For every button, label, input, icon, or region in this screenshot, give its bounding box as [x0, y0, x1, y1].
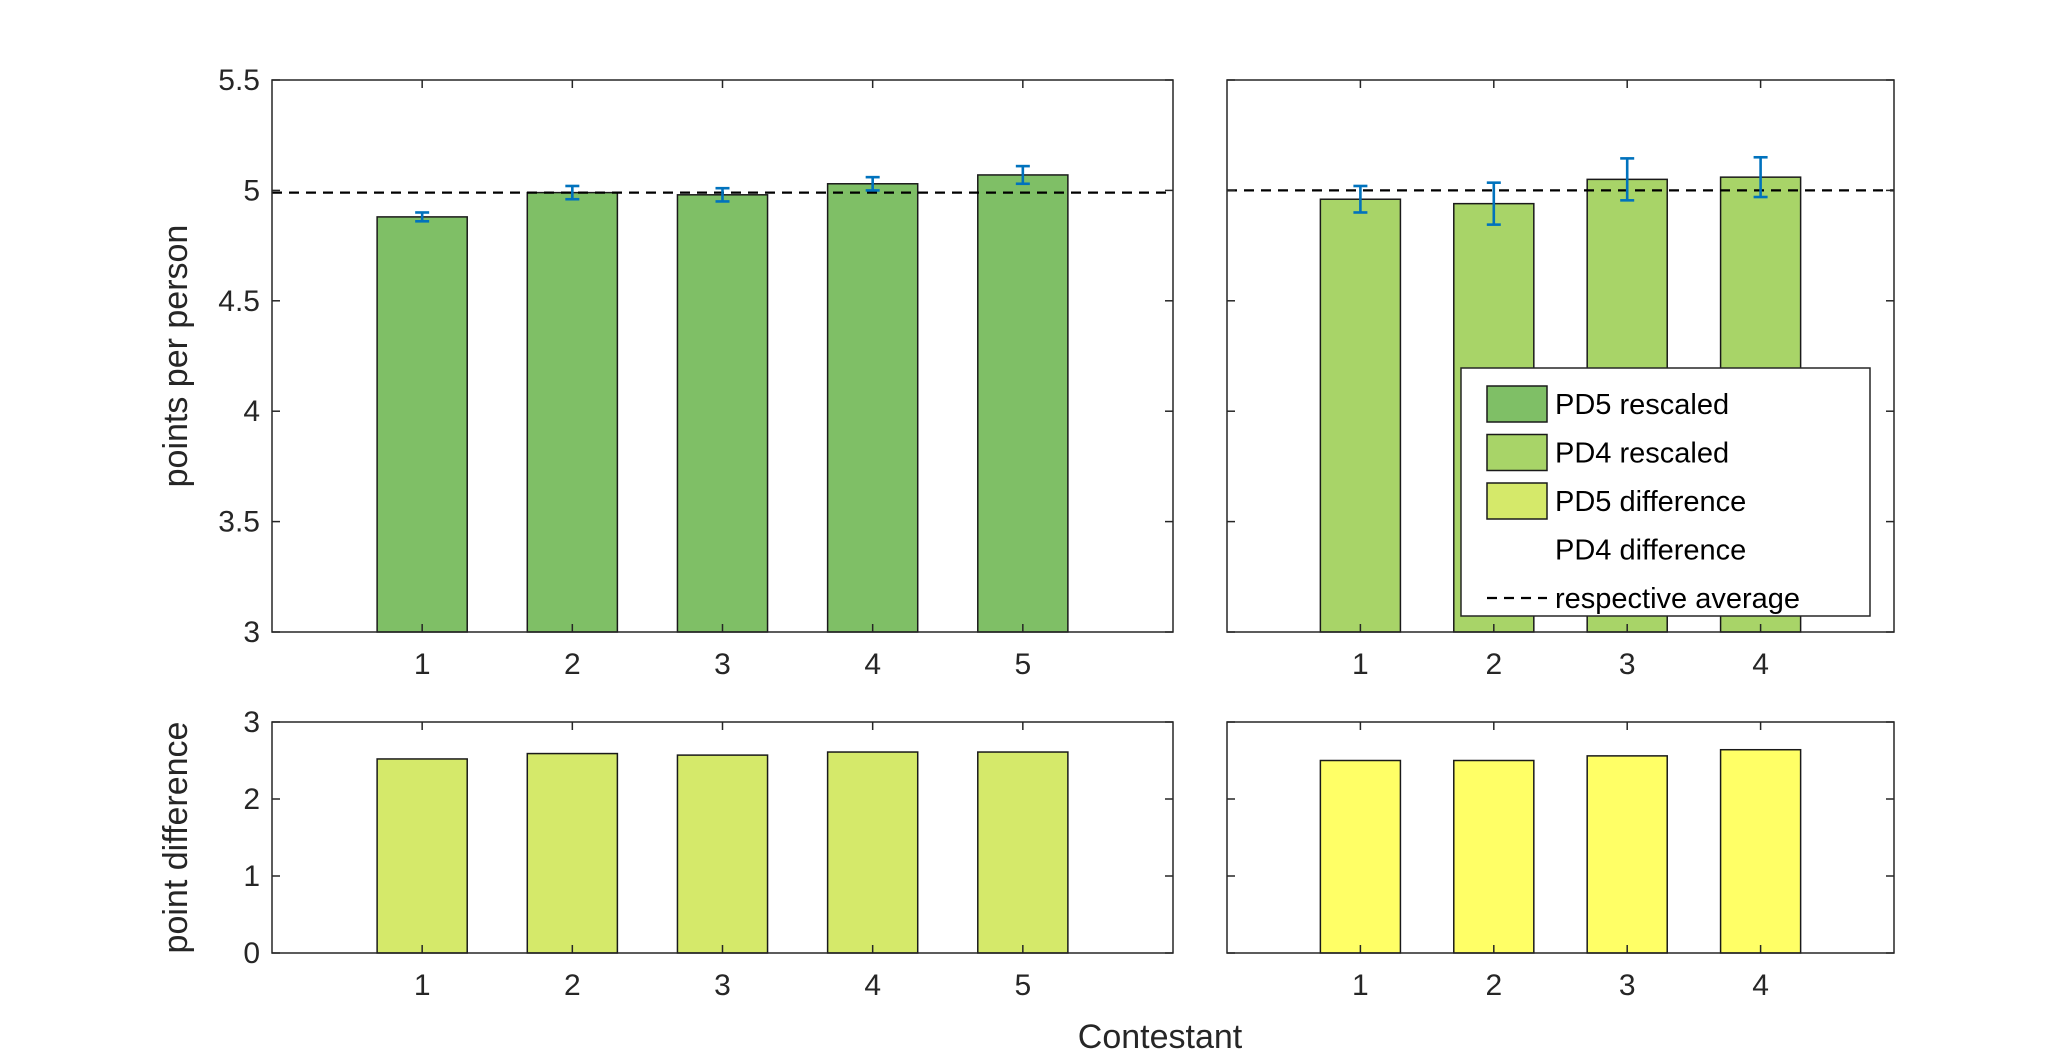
panel-bottom-left: 0 1 2 3 1 2 3 4 5 point difference [157, 706, 1174, 1002]
x-axis-title: Contestant [1078, 1018, 1243, 1056]
xtick-label-top-right-3: 3 [1619, 648, 1636, 681]
ytick-label-bottom-left-3: 3 [243, 706, 260, 739]
error-bar-top-left-3 [715, 186, 730, 203]
panel-bottom-right: 1 2 3 4 [1226, 721, 1895, 1002]
y-axis-title-top-left: points per person [157, 225, 195, 488]
legend-label-4: respective average [1555, 583, 1800, 615]
xtick-label-top-left-3: 3 [714, 648, 731, 681]
error-bar-top-left-1 [415, 211, 430, 223]
bar-top-left-3 [676, 194, 769, 633]
bar-bottom-left-1 [376, 758, 468, 954]
bar-top-left-2 [526, 191, 619, 633]
bar-bottom-left-2 [526, 752, 619, 954]
xtick-label-top-left-4: 4 [864, 648, 881, 681]
xtick-label-top-right-4: 4 [1752, 648, 1769, 681]
error-bar-top-right-3 [1620, 157, 1635, 202]
xtick-label-bottom-left-5: 5 [1014, 969, 1031, 1002]
xtick-label-bottom-left-4: 4 [864, 969, 881, 1002]
error-bar-top-right-2 [1486, 181, 1501, 226]
xtick-label-bottom-right-4: 4 [1752, 969, 1769, 1002]
bar-top-left-1 [376, 216, 468, 633]
error-bar-top-right-1 [1353, 184, 1368, 214]
legend-entry-1: PD4 rescaled [1486, 433, 1729, 472]
xtick-label-top-right-1: 1 [1352, 648, 1369, 681]
bar-bottom-right-1 [1319, 759, 1402, 954]
legend-label-3: PD4 difference [1555, 535, 1746, 567]
xtick-label-bottom-left-2: 2 [564, 969, 581, 1002]
legend-swatch-pd5_rescaled [1486, 385, 1548, 423]
legend-label-0: PD5 rescaled [1555, 389, 1729, 421]
error-bar-top-left-5 [1015, 164, 1030, 186]
bar-bottom-left-3 [676, 754, 769, 954]
ytick-label-top-left-0: 3 [243, 616, 260, 649]
xtick-label-bottom-right-2: 2 [1485, 969, 1502, 1002]
error-bar-top-left-4 [865, 175, 880, 192]
legend-swatch-pd4_rescaled [1486, 433, 1548, 472]
ytick-label-top-left-2: 4 [243, 395, 260, 428]
xtick-label-bottom-left-3: 3 [714, 969, 731, 1002]
bar-top-left-4 [826, 183, 919, 633]
bar-bottom-left-4 [826, 751, 919, 954]
panel-top-left: 3 3.5 4 4.5 5 5.5 1 2 3 4 5 points per person [157, 64, 1174, 681]
axes-frame-bottom-right [1226, 721, 1895, 954]
xtick-label-top-right-2: 2 [1485, 648, 1502, 681]
xtick-label-bottom-right-1: 1 [1352, 969, 1369, 1002]
legend-entry-3: PD4 difference [1555, 535, 1746, 567]
ytick-label-top-left-1: 3.5 [218, 506, 260, 539]
xtick-label-top-left-2: 2 [564, 648, 581, 681]
error-bar-top-right-4 [1753, 155, 1768, 199]
chart-panels: 3 3.5 4 4.5 5 5.5 1 2 3 4 5 points per person 1 2 3 4 0 1… [157, 64, 1895, 1002]
legend-entry-2: PD5 difference [1486, 482, 1746, 520]
bar-top-left-5 [977, 174, 1069, 633]
y-axis-title-bottom-left: point difference [157, 722, 195, 954]
xtick-label-bottom-left-1: 1 [414, 969, 431, 1002]
xtick-label-top-left-1: 1 [414, 648, 431, 681]
ytick-label-bottom-left-1: 1 [243, 860, 260, 893]
legend-entry-4: respective average [1487, 583, 1800, 615]
axes-frame-top-right [1226, 79, 1895, 633]
legend-label-2: PD5 difference [1555, 486, 1746, 518]
legend: PD5 rescaled PD4 rescaled PD5 difference PD… [1460, 367, 1871, 617]
legend-label-1: PD4 rescaled [1555, 438, 1729, 470]
xtick-label-bottom-right-3: 3 [1619, 969, 1636, 1002]
ytick-label-top-left-5: 5.5 [218, 64, 260, 97]
bar-bottom-right-3 [1586, 755, 1668, 954]
ytick-label-top-left-3: 4.5 [218, 285, 260, 318]
bar-bottom-left-5 [977, 751, 1069, 954]
bar-top-right-1 [1319, 198, 1402, 633]
bar-bottom-right-4 [1719, 748, 1802, 954]
error-bar-top-left-2 [565, 184, 580, 201]
ytick-label-bottom-left-0: 0 [243, 937, 260, 970]
xtick-label-top-left-5: 5 [1014, 648, 1031, 681]
legend-swatch-pd5_difference [1486, 482, 1548, 520]
ytick-label-bottom-left-2: 2 [243, 783, 260, 816]
bar-bottom-right-2 [1453, 759, 1535, 954]
legend-entry-0: PD5 rescaled [1486, 385, 1729, 423]
ytick-label-top-left-4: 5 [243, 174, 260, 207]
